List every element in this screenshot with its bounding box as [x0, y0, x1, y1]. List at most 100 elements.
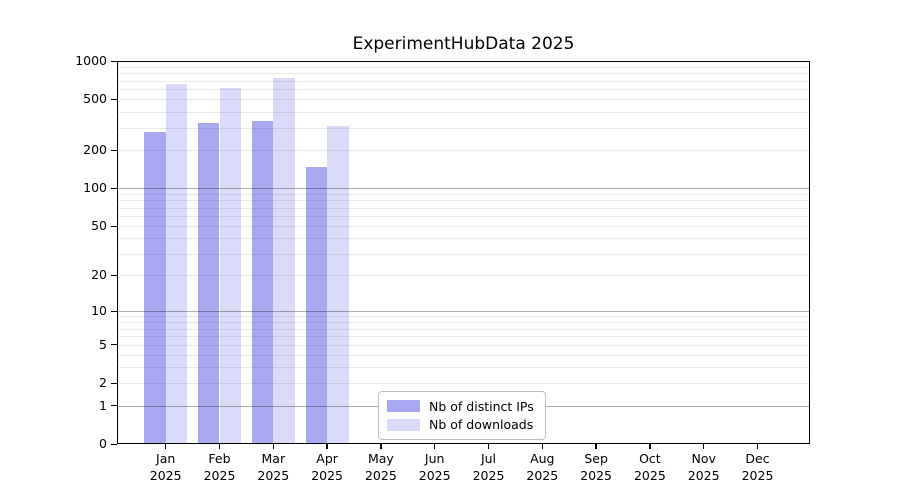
minor-gridline-90 [117, 193, 810, 196]
minor-gridline-3 [117, 367, 810, 369]
y-tick-label-10: 10 [91, 303, 107, 319]
bar-nb-of-downloads-feb [219, 88, 242, 444]
minor-gridline-50 [117, 226, 810, 228]
x-tick-label-nov: Nov 2025 [676, 450, 732, 484]
y-tick-100 [111, 187, 117, 189]
minor-gridline-300 [117, 127, 810, 129]
legend-swatch-downloads [387, 418, 420, 431]
x-label-year-jul: 2025 [472, 468, 505, 483]
x-label-month-sep: Sep [584, 451, 608, 466]
legend-entry-distinct-ips: Nb of distinct IPs [387, 397, 534, 416]
minor-gridline-80 [117, 200, 810, 202]
x-tick-jun [434, 444, 436, 449]
legend-entry-downloads: Nb of downloads [387, 416, 534, 435]
x-tick-sep [595, 444, 597, 449]
minor-gridline-7 [117, 328, 810, 330]
x-label-month-aug: Aug [530, 451, 555, 466]
minor-gridline-200 [117, 150, 810, 152]
x-tick-apr [326, 444, 328, 449]
x-tick-aug [541, 444, 543, 449]
y-tick-label-5: 5 [99, 336, 107, 352]
chart-title: ExperimentHubData 2025 [352, 34, 575, 54]
bar-nb-of-downloads-apr [327, 125, 349, 444]
x-tick-feb [218, 444, 221, 449]
x-tick-jan [165, 444, 167, 449]
minor-gridline-60 [117, 216, 810, 218]
legend: Nb of distinct IPs Nb of downloads [378, 391, 546, 440]
minor-gridline-700 [117, 80, 810, 82]
x-label-year-apr: 2025 [311, 468, 343, 483]
x-tick-nov [703, 444, 705, 449]
bar-nb-of-distinct-ips-mar [251, 121, 274, 444]
x-tick-label-jun: Jun 2025 [407, 450, 463, 484]
plot-area [117, 61, 810, 444]
x-label-year-mar: 2025 [257, 468, 290, 483]
x-tick-label-sep: Sep 2025 [568, 450, 624, 484]
minor-gridline-600 [117, 89, 810, 91]
x-label-year-nov: 2025 [687, 468, 720, 483]
minor-gridline-30 [117, 253, 810, 255]
y-tick-label-1000: 1000 [75, 53, 107, 68]
x-tick-label-aug: Aug 2025 [514, 450, 570, 484]
legend-label-distinct-ips: Nb of distinct IPs [429, 398, 534, 414]
x-label-year-jan: 2025 [149, 468, 182, 483]
major-gridline-100 [117, 188, 810, 190]
minor-gridline-70 [117, 207, 810, 209]
minor-gridline-900 [117, 66, 810, 68]
minor-gridline-800 [117, 73, 810, 75]
x-label-year-aug: 2025 [526, 468, 559, 483]
top-spine [117, 61, 810, 63]
x-tick-label-jul: Jul 2025 [461, 450, 517, 484]
y-tick-label-0: 0 [99, 436, 107, 451]
y-tick-label-1: 1 [99, 397, 107, 413]
y-tick-label-500: 500 [83, 91, 107, 107]
x-tick-label-may: May 2025 [353, 450, 409, 484]
x-label-month-mar: Mar [261, 451, 286, 466]
x-label-month-apr: Apr [316, 451, 338, 466]
x-label-year-sep: 2025 [580, 468, 612, 483]
bar-nb-of-distinct-ips-feb [197, 123, 220, 444]
minor-gridline-500 [117, 99, 810, 101]
minor-gridline-400 [117, 111, 810, 113]
x-label-year-dec: 2025 [741, 468, 774, 483]
y-tick-label-2: 2 [99, 375, 107, 391]
minor-gridline-5 [117, 344, 810, 346]
minor-gridline-8 [117, 322, 810, 324]
y-tick-50 [111, 225, 117, 227]
bar-nb-of-distinct-ips-jan [144, 132, 166, 444]
y-tick-label-200: 200 [83, 142, 107, 157]
x-tick-label-dec: Dec 2025 [730, 450, 786, 484]
y-tick-10 [111, 310, 117, 312]
y-tick-label-100: 100 [83, 180, 107, 196]
legend-label-downloads: Nb of downloads [429, 417, 534, 433]
minor-gridline-20 [117, 275, 810, 277]
minor-gridline-6 [117, 336, 810, 338]
x-tick-label-jan: Jan 2025 [138, 450, 194, 484]
x-tick-label-feb: Feb 2025 [192, 450, 248, 484]
bar-nb-of-downloads-jan [165, 84, 188, 444]
x-label-month-may: May [367, 451, 394, 466]
x-label-month-jan: Jan [156, 451, 176, 466]
x-label-month-jun: Jun [424, 451, 445, 466]
minor-gridline-9 [117, 316, 810, 318]
x-tick-jul [487, 444, 490, 449]
x-label-year-may: 2025 [364, 468, 397, 483]
major-gridline-10 [117, 311, 810, 313]
x-label-month-oct: Oct [639, 451, 661, 466]
x-tick-oct [649, 444, 651, 449]
legend-swatch-distinct-ips [387, 400, 420, 413]
x-label-month-feb: Feb [208, 451, 231, 466]
x-tick-mar [272, 444, 274, 449]
y-tick-2 [111, 382, 117, 384]
minor-gridline-40 [117, 238, 810, 240]
y-tick-200 [111, 149, 117, 151]
bar-nb-of-downloads-mar [273, 78, 295, 444]
bar-nb-of-distinct-ips-apr [305, 166, 328, 444]
y-tick-5 [111, 344, 117, 346]
x-label-month-nov: Nov [691, 451, 716, 466]
y-tick-1 [111, 405, 117, 407]
x-tick-may [380, 444, 382, 449]
x-tick-label-apr: Apr 2025 [299, 450, 355, 484]
minor-gridline-2 [117, 383, 810, 385]
x-label-year-feb: 2025 [203, 468, 236, 483]
